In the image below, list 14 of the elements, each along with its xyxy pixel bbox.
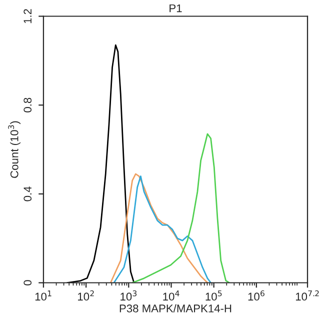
x-tick-label: 10$^{6}$	[248, 290, 264, 301]
y-tick-label: 1.2	[24, 9, 32, 24]
x-tick-label: 10$^{5}$	[206, 290, 222, 301]
x-axis-title: P38 MAPK/MAPK14-H	[120, 304, 232, 312]
y-tick-label: 0	[24, 280, 32, 286]
y-axis-title: Count (10$^{3}$)	[8, 121, 20, 178]
y-tick-label: 0.8	[24, 98, 32, 112]
x-tick-label: 10$^{4}$	[163, 290, 180, 301]
x-tick-label: 10$^{3}$	[120, 290, 137, 301]
y-tick-label: 0.4	[24, 186, 32, 202]
x-tick-label: 10$^{2}$	[78, 290, 94, 301]
x-tick-label: 10$^{7.2}$	[296, 290, 319, 301]
x-tick-label: 10$^{1}$	[35, 290, 52, 301]
chart-title: P1	[170, 4, 182, 12]
